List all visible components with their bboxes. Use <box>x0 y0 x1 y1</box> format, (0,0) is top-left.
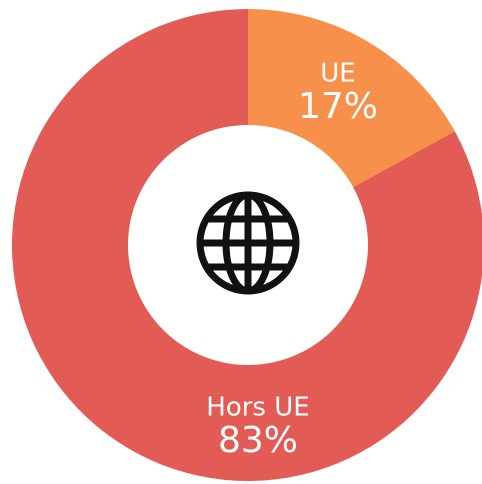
category-label: Hors UE <box>206 393 309 423</box>
value-label: 83% <box>218 420 298 461</box>
category-label: UE <box>320 59 355 89</box>
value-label: 17% <box>298 86 378 127</box>
globe-icon <box>196 191 300 295</box>
